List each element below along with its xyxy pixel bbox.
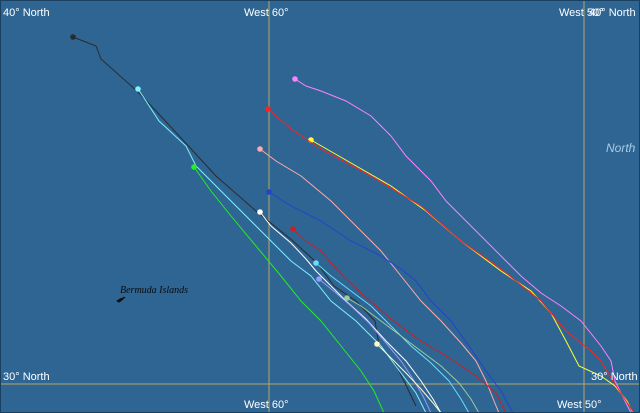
latitude-label-40n-right: 40° North	[589, 7, 636, 19]
storm-track-start-13	[344, 295, 350, 301]
bermuda-islands-label: Bermuda Islands	[120, 285, 189, 296]
storm-track-start-10	[290, 226, 296, 232]
storm-track-9	[259, 211, 442, 412]
storm-track-2	[137, 88, 427, 412]
storm-track-start-6	[265, 106, 271, 112]
storm-track-6	[267, 108, 634, 412]
bermuda-island-outline	[116, 296, 126, 303]
longitude-label-60w-bottom: West 60°	[244, 399, 289, 411]
bermuda-island-shape	[116, 296, 126, 303]
ocean-label: North	[606, 141, 636, 155]
longitude-label-50w-top: West 50°	[559, 7, 604, 19]
storm-track-start-7	[257, 146, 263, 152]
storm-track-start-14	[374, 341, 380, 347]
latitude-label-30n-right: 30° North	[591, 371, 638, 383]
storm-track-start-8	[266, 189, 272, 195]
storm-track-7	[259, 148, 500, 412]
storm-track-8	[268, 191, 514, 412]
longitude-label-60w-top: West 60°	[244, 7, 289, 19]
storm-track-start-1	[70, 34, 76, 40]
storm-track-12	[318, 278, 432, 412]
storm-track-start-9	[257, 209, 263, 215]
storm-track-11	[315, 262, 470, 412]
storm-track-1	[72, 36, 417, 407]
storm-track-4	[294, 78, 632, 412]
storm-track-start-3	[191, 164, 197, 170]
storm-track-start-12	[316, 276, 322, 282]
storm-track-start-4	[292, 76, 298, 82]
storm-track-14	[376, 343, 441, 412]
storm-tracks	[70, 34, 634, 412]
longitude-label-50w-bottom: West 50°	[557, 399, 602, 411]
latitude-label-30n-left: 30° North	[3, 371, 50, 383]
storm-track-5	[310, 139, 634, 412]
latitude-label-40n-left: 40° North	[3, 7, 50, 19]
storm-track-3	[193, 166, 385, 412]
storm-track-start-2	[135, 86, 141, 92]
storm-track-start-11	[313, 260, 319, 266]
storm-track-10	[292, 228, 507, 412]
storm-track-13	[346, 297, 480, 412]
